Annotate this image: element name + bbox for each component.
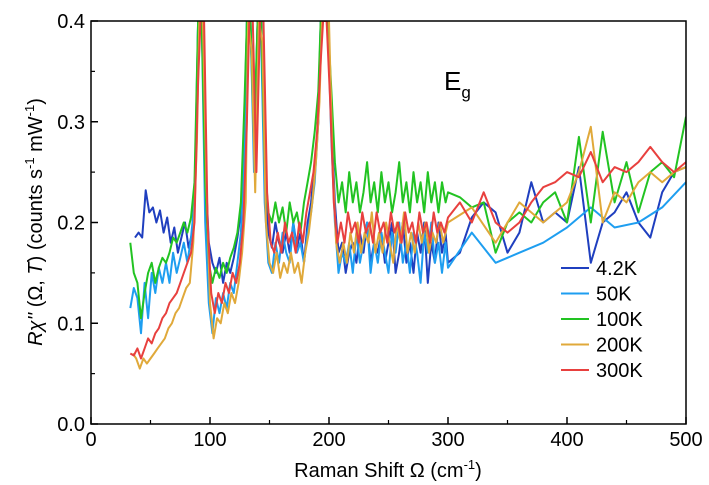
- x-axis-ticks: 0 100 200 300 400 500: [85, 417, 703, 451]
- y-tick-label: 0.4: [57, 11, 85, 33]
- legend-label: 200K: [596, 335, 643, 357]
- legend-label: 100K: [596, 309, 643, 331]
- y-tick-label: 0.0: [57, 414, 85, 436]
- y-tick-label: 0.2: [57, 213, 85, 235]
- x-tick-label: 500: [669, 429, 702, 451]
- series-line-0: [134, 21, 686, 284]
- series-line-4: [129, 21, 686, 360]
- legend-label: 300K: [596, 360, 643, 382]
- x-tick-label: 300: [431, 429, 464, 451]
- legend-label: 50K: [596, 284, 632, 306]
- legend-label: 4.2K: [596, 258, 638, 280]
- y-axis-title: Rχ'' (Ω, T) (counts s-1 mW-1): [22, 98, 47, 346]
- y-tick-label: 0.1: [57, 313, 85, 335]
- x-axis-title: Raman Shift Ω (cm-1): [294, 457, 482, 482]
- x-tick-label: 200: [312, 429, 345, 451]
- series-lines: [129, 21, 686, 370]
- x-tick-label: 0: [85, 429, 96, 451]
- y-tick-label: 0.3: [57, 112, 85, 134]
- x-tick-label: 100: [193, 429, 226, 451]
- series-line-1: [129, 21, 686, 335]
- y-axis-ticks: 0.0 0.1 0.2 0.3 0.4: [57, 11, 98, 436]
- symmetry-annotation: Eg: [444, 66, 471, 102]
- series-line-2: [129, 21, 686, 320]
- x-tick-label: 400: [550, 429, 583, 451]
- legend: 4.2K 50K 100K 200K 300K: [561, 258, 643, 382]
